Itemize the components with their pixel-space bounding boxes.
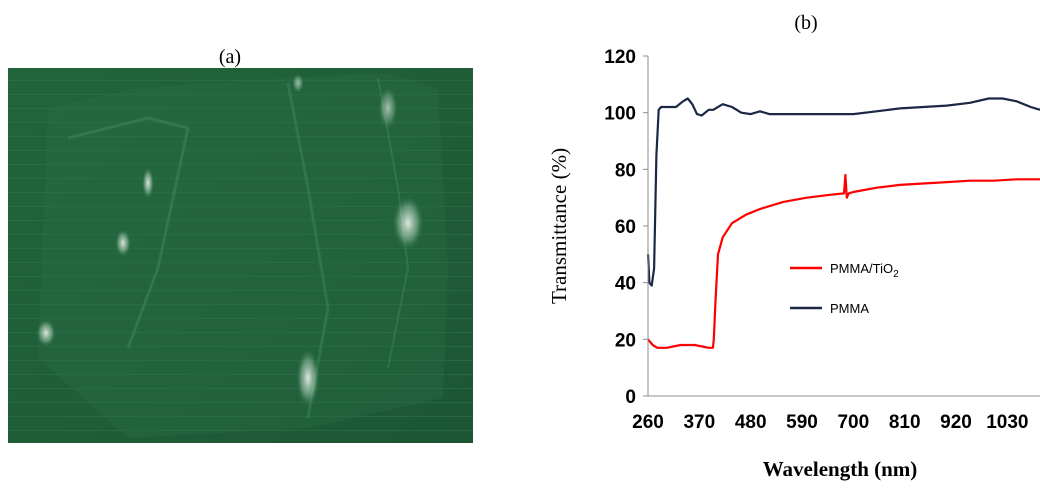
y-axis-title: Transmittance (%) <box>547 148 571 304</box>
x-tick-label: 590 <box>786 412 818 433</box>
y-tick-label: 60 <box>615 217 636 238</box>
x-tick-label: 700 <box>837 412 869 433</box>
y-tick-label: 20 <box>615 330 636 351</box>
transmittance-chart: 0 20 40 60 80 100 120 260 370 480 590 700 810 920 103… <box>520 0 1040 489</box>
x-axis-title: Wavelength (nm) <box>763 457 918 481</box>
x-tick-label: 810 <box>889 412 921 433</box>
legend-label: PMMA/TiO2 <box>830 261 899 280</box>
y-tick-label: 40 <box>615 274 636 295</box>
x-tick-label: 1030 <box>986 412 1028 433</box>
x-tick-label: 260 <box>632 412 664 433</box>
y-tick-label: 80 <box>615 160 636 181</box>
pmma-film-photo <box>8 68 473 443</box>
x-tick-label: 920 <box>940 412 972 433</box>
x-tick-label: 480 <box>735 412 767 433</box>
x-tick-label: 370 <box>683 412 715 433</box>
legend-label: PMMA <box>830 301 869 316</box>
y-tick-label: 120 <box>604 47 636 68</box>
y-tick-label: 100 <box>604 104 636 125</box>
y-tick-label: 0 <box>625 387 636 408</box>
panel-a-label: (a) <box>200 46 260 69</box>
